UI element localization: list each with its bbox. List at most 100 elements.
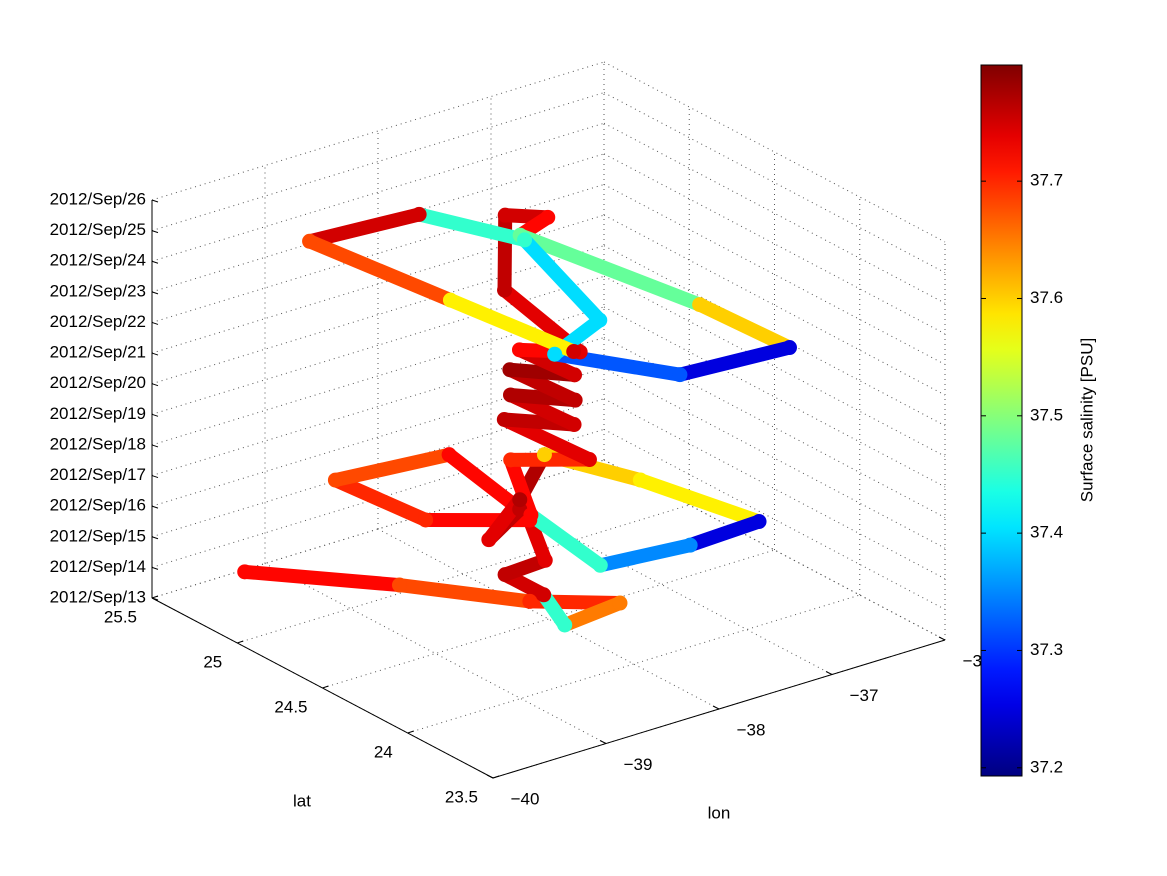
tick-mark (825, 671, 833, 675)
track-segment (328, 473, 433, 527)
tick-mark (151, 230, 159, 234)
track-segment (593, 538, 698, 573)
track-point (592, 312, 608, 328)
tick-mark (599, 740, 607, 744)
tick-mark (237, 640, 244, 644)
marks (237, 206, 797, 633)
tick-mark (938, 636, 946, 641)
z-tick-label: 2012/Sep/20 (50, 373, 146, 392)
grid-line (603, 122, 946, 304)
y-tick-label: 23.5 (445, 787, 478, 806)
track-point (536, 447, 552, 463)
track-segment (517, 232, 607, 328)
z-tick-label: 2012/Sep/23 (50, 281, 146, 300)
track-segment (633, 473, 767, 529)
y-tick-label: 25.5 (104, 607, 137, 626)
tick-mark (151, 475, 159, 479)
track-point (502, 387, 518, 403)
track-point (547, 346, 563, 362)
grid-line (603, 153, 946, 335)
track-segment (302, 207, 427, 249)
track-point (441, 447, 457, 463)
z-tick-label: 2012/Sep/16 (50, 496, 146, 515)
z-tick-label: 2012/Sep/21 (50, 343, 146, 362)
colorbar-tick-label: 37.4 (1030, 523, 1063, 542)
track-point (612, 595, 628, 611)
colorbar-tick-label: 37.7 (1030, 171, 1063, 190)
track-point (540, 209, 556, 225)
tick-mark (322, 685, 329, 689)
tick-mark (151, 199, 159, 203)
track-segment (442, 447, 527, 517)
z-tick-label: 2012/Sep/19 (50, 404, 146, 423)
track-point (537, 552, 553, 568)
x-tick-label: −39 (624, 755, 653, 774)
z-tick-label: 2012/Sep/13 (50, 587, 146, 606)
z-tick-label: 2012/Sep/22 (50, 312, 146, 331)
y-tick-label: 25 (203, 652, 222, 671)
tick-mark (151, 505, 159, 509)
grid-line (322, 549, 775, 689)
grid-line (603, 367, 946, 549)
tick-mark (151, 566, 159, 570)
tick-mark (151, 352, 159, 356)
tick-mark (151, 321, 159, 325)
colorbar-label: Surface salinity [PSU] (1077, 338, 1096, 502)
track-point (557, 617, 573, 633)
track-segment (412, 207, 532, 247)
track-point (497, 282, 513, 298)
y-tick-label: 24 (374, 742, 393, 761)
track-point (517, 232, 533, 248)
track-segment (497, 208, 513, 298)
track-segment (692, 297, 797, 355)
track-point (327, 472, 343, 488)
colorbar-tick-label: 37.3 (1030, 640, 1063, 659)
z-tick-label: 2012/Sep/17 (50, 465, 146, 484)
z-tick-label: 2012/Sep/25 (50, 220, 146, 239)
axes: 2012/Sep/13 2012/Sep/14 2012/Sep/15 2012/Se… (50, 189, 992, 808)
track-point (391, 577, 407, 593)
track-segment (672, 340, 797, 382)
track-segment (557, 596, 627, 632)
track-point (442, 292, 458, 308)
track-point (567, 392, 583, 408)
track-point (511, 342, 527, 358)
y-axis-line (151, 597, 494, 779)
z-tick-label: 2012/Sep/15 (50, 526, 146, 545)
track-point (632, 472, 648, 488)
track-segment (513, 228, 707, 312)
track-point (523, 507, 539, 523)
track-point (496, 412, 512, 428)
x-tick-label: −38 (737, 720, 766, 739)
tick-mark (151, 291, 159, 295)
track-point (512, 492, 528, 508)
track-point (497, 567, 513, 583)
track-point (503, 452, 519, 468)
track-point (497, 207, 513, 223)
tick-mark (407, 730, 414, 734)
track-segment (392, 578, 537, 609)
track-segment (523, 507, 608, 573)
track-point (522, 593, 538, 609)
colorbar-tick-label: 37.5 (1030, 405, 1063, 424)
track-point (502, 362, 518, 378)
colorbar-tick-label: 37.6 (1030, 288, 1063, 307)
track-point (751, 514, 767, 530)
track-point (581, 452, 597, 468)
track-point (566, 417, 582, 433)
track-segment (302, 234, 458, 308)
colorbar-scale (980, 64, 1023, 777)
tick-mark (151, 413, 159, 417)
colorbar-tick-label: 37.2 (1030, 757, 1063, 776)
x-tick-label: −40 (511, 789, 540, 808)
track-point (418, 512, 434, 528)
track-point (481, 532, 497, 548)
track-segment (328, 447, 457, 488)
track-point (781, 340, 797, 356)
grid-line (603, 92, 946, 274)
grid-line (407, 594, 860, 734)
tick-mark (712, 705, 720, 710)
track-point (237, 564, 253, 580)
z-tick-label: 2012/Sep/18 (50, 434, 146, 453)
